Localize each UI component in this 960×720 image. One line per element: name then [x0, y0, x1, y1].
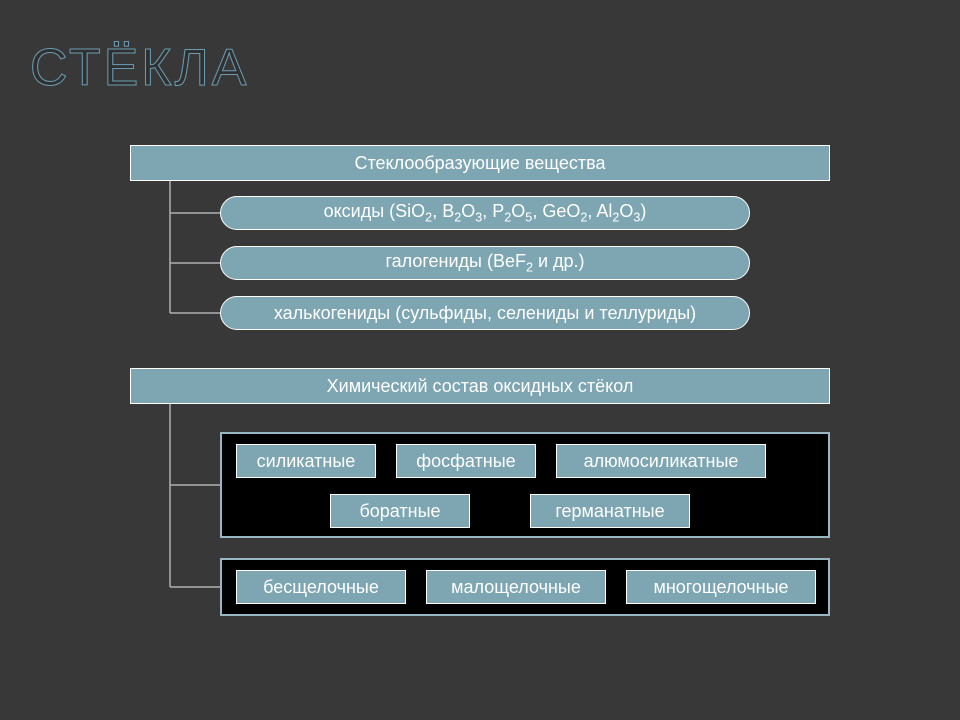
item-lowalkali-label: малощелочные [451, 577, 581, 598]
item-highalkali-label: многощелочные [653, 577, 788, 598]
child-halides-label: галогениды (BeF2 и др.) [385, 251, 584, 275]
child-chalcogenides-label: халькогениды (сульфиды, селениды и теллу… [274, 303, 696, 324]
item-borate: боратные [330, 494, 470, 528]
item-germanate: германатные [530, 494, 690, 528]
item-germanate-label: германатные [555, 501, 664, 522]
item-phosphate: фосфатные [396, 444, 536, 478]
header-glass-forming-label: Стеклообразующие вещества [354, 153, 605, 174]
item-phosphate-label: фосфатные [416, 451, 515, 472]
item-aluminosilicate: алюмосиликатные [556, 444, 766, 478]
item-aluminosilicate-label: алюмосиликатные [584, 451, 739, 472]
child-halides: галогениды (BeF2 и др.) [220, 246, 750, 280]
item-silicate-label: силикатные [257, 451, 356, 472]
child-chalcogenides: халькогениды (сульфиды, селениды и теллу… [220, 296, 750, 330]
header-chemical-composition-label: Химический состав оксидных стёкол [327, 376, 634, 397]
page-title: СТЁКЛА [30, 38, 249, 98]
child-oxides: оксиды (SiO2, B2O3, P2O5, GeO2, Al2O3) [220, 196, 750, 230]
item-silicate: силикатные [236, 444, 376, 478]
item-lowalkali: малощелочные [426, 570, 606, 604]
header-chemical-composition: Химический состав оксидных стёкол [130, 368, 830, 404]
child-oxides-label: оксиды (SiO2, B2O3, P2O5, GeO2, Al2O3) [324, 201, 647, 225]
item-noalkali: бесщелочные [236, 570, 406, 604]
header-glass-forming: Стеклообразующие вещества [130, 145, 830, 181]
item-borate-label: боратные [359, 501, 440, 522]
item-noalkali-label: бесщелочные [263, 577, 379, 598]
item-highalkali: многощелочные [626, 570, 816, 604]
